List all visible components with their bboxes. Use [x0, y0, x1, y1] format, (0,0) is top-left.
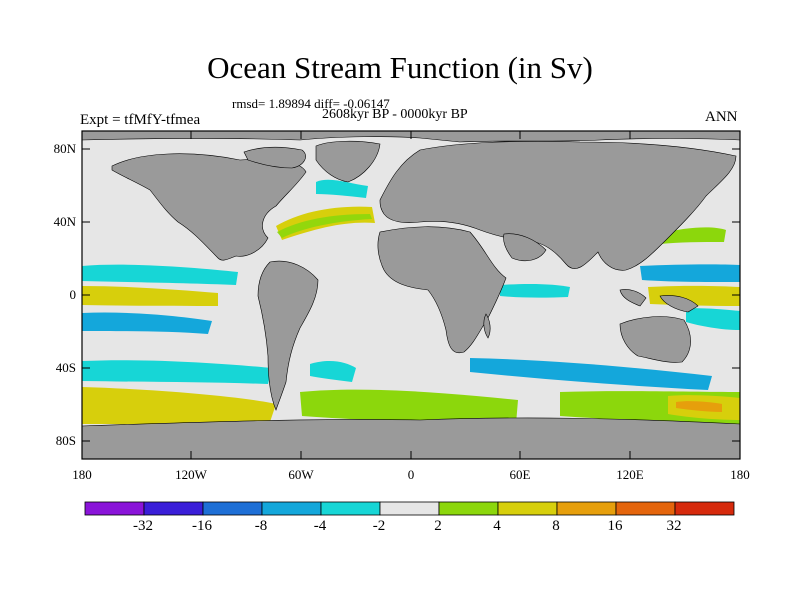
band-south-pacific: [82, 360, 272, 384]
colorbar-label: -16: [192, 518, 212, 534]
south-america: [257, 260, 319, 411]
colorbar-box: [379, 501, 440, 516]
africa: [377, 226, 507, 354]
colorbar-box: [615, 501, 676, 516]
colorbar-box: [438, 501, 499, 516]
colorbar-label: 32: [666, 518, 682, 534]
colorbar-label: -8: [254, 518, 268, 534]
borneo: [619, 289, 647, 307]
band-west-pacific-north: [640, 264, 740, 282]
axis-ticks: [82, 131, 740, 459]
band-southern-ocean-atlantic: [300, 389, 518, 424]
band-southern-ocean-core: [676, 401, 722, 412]
colorbar-label: 8: [552, 518, 560, 534]
band-equatorial-pacific: [82, 286, 218, 306]
greenland: [315, 140, 381, 183]
colorbar-box: [84, 501, 145, 516]
arabian-peninsula: [503, 233, 547, 262]
band-west-pacific-south: [686, 308, 740, 330]
band-south-atlantic: [310, 361, 356, 382]
subtitle-stats: rmsd= 1.89894 diff= -0.06147: [232, 96, 390, 111]
colorbar-box: [674, 501, 735, 516]
lat-label-80n: 80N: [53, 141, 76, 156]
colorbar-box: [497, 501, 558, 516]
lat-label-40n: 40N: [53, 214, 76, 229]
map-title: Ocean Stream Function (in Sv): [207, 50, 593, 85]
lon-label-120w: 120W: [175, 467, 207, 482]
lon-label-180e: 180: [730, 467, 750, 482]
anomaly-bands: [82, 179, 740, 428]
colorbar: [84, 501, 735, 516]
arctic-canada: [243, 146, 306, 169]
madagascar: [483, 313, 491, 339]
band-gulf-stream-edge: [277, 214, 372, 238]
season-label: ANN: [705, 109, 738, 125]
band-tropical-pacific-south: [82, 312, 212, 334]
lat-label-80s: 80S: [55, 433, 76, 448]
lat-label-40s: 40S: [55, 360, 76, 375]
colorbar-box: [556, 501, 617, 516]
colorbar-label: 16: [607, 518, 623, 534]
colorbar-label: 2: [434, 518, 442, 534]
new-guinea: [659, 295, 699, 313]
colorbar-label: -4: [313, 518, 327, 534]
lon-label-120e: 120E: [616, 467, 644, 482]
colorbar-box: [143, 501, 204, 516]
colorbar-box: [202, 501, 263, 516]
colorbar-box: [261, 501, 322, 516]
land-masses: [81, 130, 741, 460]
australia: [619, 316, 691, 363]
lon-label-0: 0: [407, 467, 415, 482]
subtitle-period: 2608kyr BP - 0000kyr BP: [322, 107, 468, 122]
eurasia: [379, 140, 737, 271]
experiment-label: Expt = tfMfY-tfmea: [80, 112, 201, 128]
colorbar-label: -32: [133, 518, 153, 534]
band-northwest-pacific: [658, 227, 726, 244]
lon-label-60w: 60W: [288, 467, 314, 482]
antarctica: [81, 417, 741, 460]
band-tropical-pacific-north: [82, 264, 238, 285]
lat-label-0: 0: [69, 287, 77, 302]
colorbar-label: 4: [493, 518, 501, 534]
band-southern-ocean-pacific: [82, 387, 276, 428]
lon-label-180w: 180: [72, 467, 92, 482]
band-north-atlantic-high: [316, 179, 368, 198]
band-indian-ocean: [500, 283, 570, 298]
lon-label-60e: 60E: [509, 467, 531, 482]
colorbar-box: [320, 501, 381, 516]
band-south-indian: [470, 358, 712, 390]
colorbar-label: -2: [372, 518, 386, 534]
